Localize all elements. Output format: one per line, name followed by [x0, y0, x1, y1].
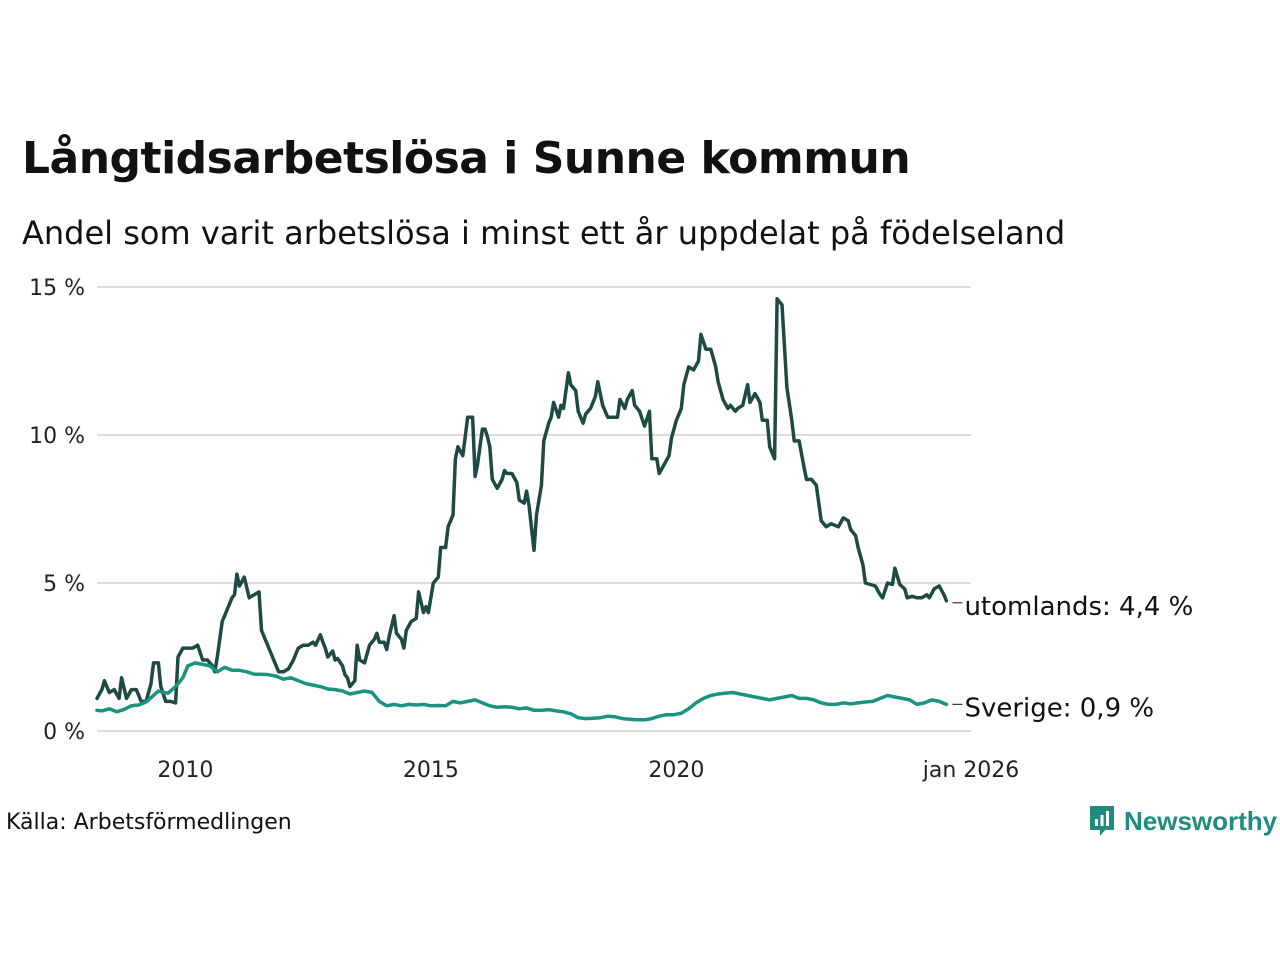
x-axis-ticks: 2010 2015 2020 jan 2026: [157, 758, 1019, 783]
x-tick-label: 2020: [648, 758, 704, 783]
x-tick-label: 2010: [157, 758, 213, 783]
y-axis-ticks: 0 % 5 % 10 % 15 %: [29, 276, 85, 745]
x-tick-label: jan 2026: [922, 758, 1020, 783]
series-end-label-sverige: Sverige: 0,9 %: [964, 693, 1154, 723]
chart-subtitle: Andel som varit arbetslösa i minst ett å…: [22, 214, 1066, 252]
gridlines: [97, 286, 971, 732]
source-note: Källa: Arbetsförmedlingen: [6, 810, 292, 835]
y-tick-label: 10 %: [29, 424, 85, 449]
y-tick-label: 0 %: [43, 720, 85, 745]
y-tick-label: 15 %: [29, 276, 85, 301]
chart-title: Långtidsarbetslösa i Sunne kommun: [22, 133, 911, 184]
newsworthy-logo-icon: [1090, 806, 1114, 836]
series-end-label-utomlands: utomlands: 4,4 %: [964, 592, 1193, 622]
x-tick-label: 2015: [403, 758, 459, 783]
series-end-labels: utomlands: 4,4 % Sverige: 0,9 %: [952, 592, 1193, 723]
series-line-utomlands: [95, 297, 949, 705]
series-line-sverige: [95, 661, 949, 722]
newsworthy-logo[interactable]: Newsworthy: [1088, 804, 1277, 838]
y-tick-label: 5 %: [43, 572, 85, 597]
series-lines: [95, 297, 949, 722]
newsworthy-logo-text: Newsworthy: [1124, 805, 1278, 836]
